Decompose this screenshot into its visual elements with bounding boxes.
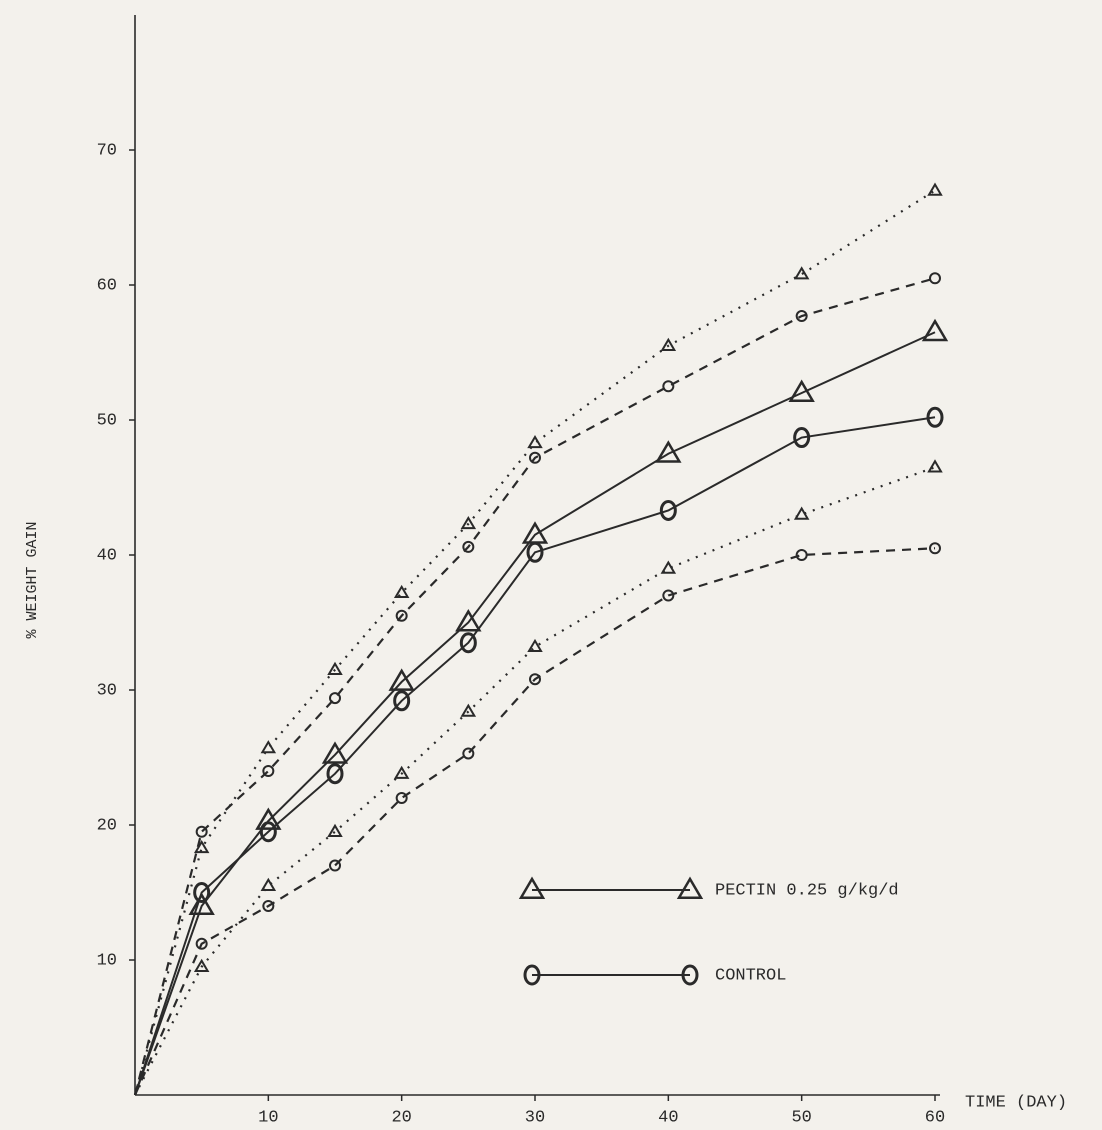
marker [327,823,343,837]
y-tick-label: 60 [97,276,117,295]
marker [459,632,477,654]
y-tick-label: 50 [97,411,117,430]
marker [260,740,277,754]
marker [188,892,215,915]
marker [259,821,277,843]
marker [927,459,943,473]
marker [518,876,546,899]
marker [526,541,544,563]
y-tick-label: 40 [97,546,117,565]
marker [329,859,341,872]
x-axis-label: TIME (DAY) [965,1093,1067,1112]
marker [388,668,415,691]
legend-label: CONTROL [715,966,786,985]
marker [262,765,275,777]
marker [795,310,808,323]
marker [193,882,211,903]
marker [193,958,210,972]
y-tick-label: 30 [97,681,117,700]
series-line [133,277,936,1096]
marker [793,266,810,280]
marker [193,839,210,854]
legend-label: PECTIN 0.25 g/kg/d [715,881,899,900]
marker [527,638,543,652]
y-tick-label: 70 [97,141,117,160]
marker [527,434,543,449]
marker [926,406,944,428]
marker [662,380,675,393]
marker [455,609,482,632]
marker [260,877,277,891]
marker [660,337,677,351]
marker [655,440,682,463]
x-tick-label: 40 [658,1108,678,1127]
y-tick-label: 20 [97,816,117,835]
marker [395,792,408,804]
marker [676,876,704,899]
x-tick-label: 10 [258,1108,278,1127]
marker [529,673,541,686]
y-tick-label: 10 [97,951,117,970]
marker [921,318,949,342]
marker [395,609,408,622]
marker [326,763,344,785]
x-tick-label: 20 [391,1108,411,1127]
marker [929,542,941,555]
marker [393,765,410,779]
marker [329,692,341,705]
marker [262,900,275,912]
marker [795,549,808,561]
marker [793,506,810,520]
marker [929,272,941,285]
marker [255,807,282,830]
marker [660,560,677,574]
x-tick-label: 30 [525,1108,545,1127]
marker [462,747,475,760]
marker [927,182,943,196]
x-tick-label: 50 [791,1108,811,1127]
marker [521,521,549,544]
marker [659,499,677,521]
series-line [133,547,936,1096]
marker [662,589,675,602]
y-axis-label: % WEIGHT GAIN [24,521,41,638]
series-line [133,189,936,1096]
marker [529,451,541,464]
marker [327,661,343,675]
marker [523,964,541,986]
marker [460,703,477,717]
marker [793,427,811,449]
series-line [134,416,936,1096]
marker [393,690,411,712]
marker [462,540,475,553]
marker [393,584,410,598]
marker [460,515,477,530]
marker [195,825,208,838]
marker [681,964,699,986]
marker [321,741,349,764]
marker [788,379,815,402]
series-line [134,466,936,1096]
x-tick-label: 60 [925,1108,945,1127]
marker [195,937,208,950]
